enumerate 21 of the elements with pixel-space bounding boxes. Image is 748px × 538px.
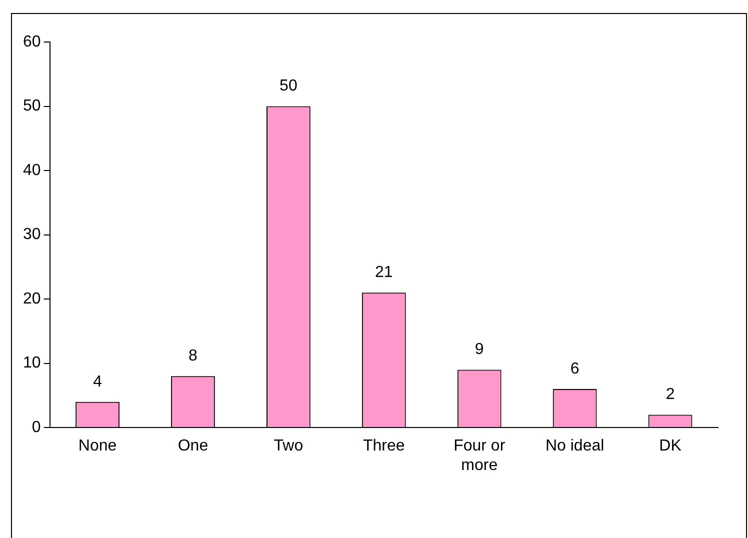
x-tick-label: One [178, 438, 208, 455]
x-tick-label: DK [659, 438, 682, 455]
data-label: 21 [375, 264, 393, 282]
data-label: 9 [474, 341, 484, 358]
y-tick-label: 30 [23, 226, 41, 244]
data-label: 4 [93, 373, 102, 390]
data-label: 6 [570, 360, 580, 378]
y-tick-label: 20 [23, 290, 41, 308]
data-label: 8 [188, 348, 198, 365]
x-tick-label: None [78, 438, 117, 455]
y-tick-label: 50 [23, 98, 41, 115]
x-tick-label: Two [274, 438, 304, 455]
y-tick-label: 60 [23, 33, 41, 50]
data-label: 2 [666, 386, 675, 404]
y-tick-label: 10 [23, 354, 41, 372]
x-tick-label: Four or more [454, 438, 506, 474]
y-tick-label: 40 [23, 162, 41, 179]
x-tick-label: Three [363, 438, 405, 455]
data-label: 50 [280, 78, 298, 95]
y-tick-label: 0 [32, 419, 41, 436]
x-tick-label: No ideal [545, 438, 604, 455]
